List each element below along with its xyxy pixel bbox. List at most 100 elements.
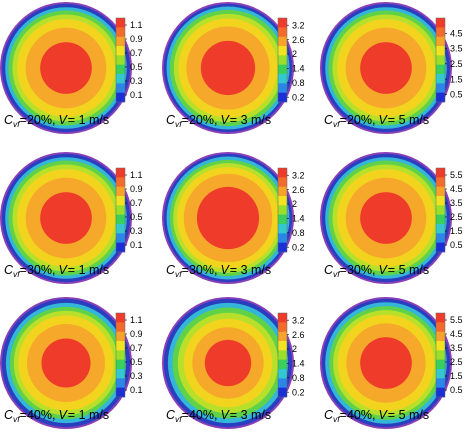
contour-core xyxy=(360,42,412,94)
caption-subscript: vf xyxy=(333,269,341,279)
panel-caption: Cvf=30%, V= 3 m/s xyxy=(166,263,271,279)
colorbar-segment xyxy=(278,242,287,253)
colorbar-segment xyxy=(116,83,125,93)
colorbar-segment xyxy=(278,369,287,379)
caption-c-symbol: C xyxy=(4,263,14,277)
contour-core xyxy=(41,338,91,388)
colorbar: 3.2 2.6 2 1.4 0.8 0.2 xyxy=(277,167,305,253)
colorbar-segment xyxy=(278,83,287,93)
colorbar-tick-label: 0.7 xyxy=(130,343,143,353)
caption-v-symbol: V xyxy=(378,113,388,127)
contour-disc xyxy=(0,152,132,284)
caption-c-symbol: C xyxy=(4,113,14,127)
caption-v-value: = 5 m/s xyxy=(388,408,429,422)
colorbar-tick-label: 2.6 xyxy=(292,185,305,195)
colorbar-tick-label: 5.5 xyxy=(450,170,463,180)
colorbar-segment xyxy=(278,341,287,351)
colorbar-tick-label: 0.5 xyxy=(130,357,143,367)
colorbar-tick-label: 0.2 xyxy=(292,242,305,252)
colorbar-tick-label: 3.2 xyxy=(292,20,305,30)
colorbar-segment xyxy=(278,36,287,47)
colorbar-segment xyxy=(436,350,445,360)
colorbar-tick-label: 4.5 xyxy=(450,329,463,339)
colorbar-segment xyxy=(436,369,445,379)
caption-c-symbol: C xyxy=(166,263,176,277)
colorbar-segment xyxy=(116,55,125,65)
caption-c-symbol: C xyxy=(324,263,334,277)
contour-core xyxy=(200,40,256,96)
panel-6: 5.5 4.5 3.5 2.5 1.5 0.5 Cvf=30%, V= 5 m/s xyxy=(320,152,463,284)
colorbar-segment xyxy=(436,359,445,370)
colorbar-frame xyxy=(115,17,126,103)
colorbar-segment xyxy=(436,214,445,225)
colorbar-tick-label: 1.5 xyxy=(450,371,463,381)
colorbar-tick-label: 3.5 xyxy=(450,343,463,353)
panel-2: 3.2 2.6 2 1.4 0.8 0.2 Cvf=20%, V= 3 m/s xyxy=(162,2,305,134)
colorbar-segment xyxy=(116,36,125,47)
colorbar: 3.2 2.6 2 1.4 0.8 0.2 xyxy=(277,17,305,102)
colorbar-segment xyxy=(116,350,125,360)
colorbar-segment xyxy=(436,331,445,342)
colorbar-tick-label: 1.1 xyxy=(130,170,143,180)
colorbar-segment xyxy=(278,18,287,28)
colorbar: 3.2 2.6 2 1.4 0.8 0.2 xyxy=(277,312,305,397)
colorbar-frame xyxy=(435,167,446,253)
contour-disc xyxy=(320,297,452,429)
colorbar-segment xyxy=(436,74,445,84)
colorbar-segment xyxy=(436,378,445,388)
caption-subscript: vf xyxy=(333,119,341,129)
colorbar-segment xyxy=(436,64,445,75)
colorbar-tick-label: 1.1 xyxy=(130,315,143,325)
colorbar-segment xyxy=(116,27,125,37)
caption-subscript: vf xyxy=(13,269,21,279)
colorbar-tick-label: 0.2 xyxy=(292,92,305,102)
panel-5: 3.2 2.6 2 1.4 0.8 0.2 Cvf=30%, V= 3 m/s xyxy=(162,152,305,284)
colorbar-tick-label: 0.1 xyxy=(130,240,143,250)
colorbar-segment xyxy=(436,83,445,93)
colorbar-tick-label: 0.5 xyxy=(450,385,463,395)
colorbar-tick-label: 2.6 xyxy=(292,330,305,340)
caption-v-value: = 1 m/s xyxy=(68,113,109,127)
colorbar-segment xyxy=(116,186,125,197)
caption-subscript: vf xyxy=(13,119,21,129)
caption-cvf-value: =30%, xyxy=(20,263,56,277)
colorbar-segment xyxy=(436,387,445,398)
contour-core xyxy=(40,42,92,94)
colorbar-tick-label: 0.9 xyxy=(130,329,143,339)
colorbar-tick-label: 2.5 xyxy=(450,59,463,69)
colorbar-tick-label: 0.7 xyxy=(130,198,143,208)
colorbar-tick-label: 0.1 xyxy=(130,90,143,100)
colorbar-segment xyxy=(436,18,445,28)
contour-disc xyxy=(162,2,294,134)
contour-disc xyxy=(320,152,452,284)
colorbar-tick-label: 0.7 xyxy=(130,48,143,58)
colorbar-segment xyxy=(116,64,125,75)
colorbar-segment xyxy=(278,64,287,75)
colorbar-segment xyxy=(436,36,445,47)
colorbar-segment xyxy=(116,214,125,225)
contour-disc xyxy=(320,2,452,134)
colorbar-tick-label: 2.5 xyxy=(450,212,463,222)
caption-subscript: vf xyxy=(13,414,21,424)
panel-8: 3.2 2.6 2 1.4 0.8 0.2 Cvf=40%, V= 3 m/s xyxy=(162,297,305,429)
colorbar-tick-label: 3.2 xyxy=(292,170,305,180)
colorbar-tick-label: 0.9 xyxy=(130,34,143,44)
colorbar-segment xyxy=(278,322,287,332)
colorbar-segment xyxy=(436,322,445,332)
contour-disc xyxy=(0,2,132,134)
colorbar-segment xyxy=(436,341,445,351)
colorbar-segment xyxy=(278,46,287,56)
colorbar-tick-label: 1.1 xyxy=(130,20,143,30)
colorbar-tick-label: 3.5 xyxy=(450,198,463,208)
caption-v-symbol: V xyxy=(58,113,68,127)
caption-cvf-value: =20%, xyxy=(20,113,56,127)
caption-v-value: = 3 m/s xyxy=(230,408,271,422)
caption-v-value: = 1 m/s xyxy=(68,263,109,277)
caption-v-value: = 3 m/s xyxy=(230,263,271,277)
colorbar: 5.5 4.5 3.5 2.5 1.5 0.5 xyxy=(435,312,463,398)
caption-c-symbol: C xyxy=(324,113,334,127)
caption-v-symbol: V xyxy=(378,408,388,422)
panel-9: 5.5 4.5 3.5 2.5 1.5 0.5 Cvf=40%, V= 5 m/s xyxy=(320,297,463,429)
colorbar-segment xyxy=(436,233,445,243)
